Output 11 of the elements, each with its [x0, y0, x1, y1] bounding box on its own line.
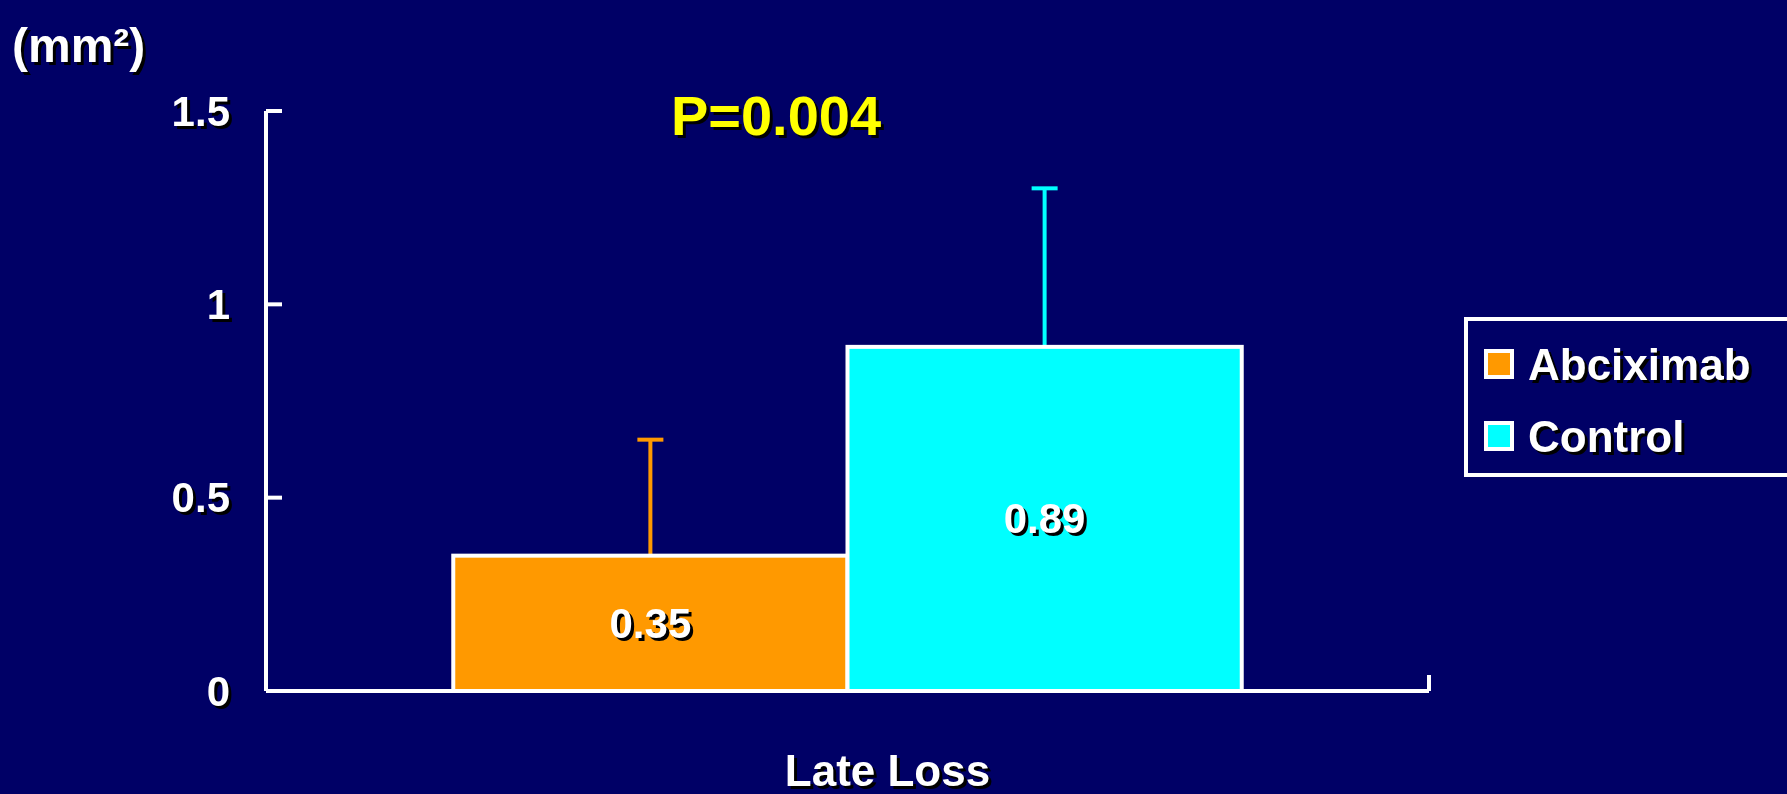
y-tick-label: 0: [209, 670, 233, 718]
y-axis-title: (mm²): [15, 21, 149, 75]
y-tick-label: 1.5: [174, 90, 233, 138]
legend-label: Abciximab: [1528, 339, 1751, 389]
y-tick-label: 1: [209, 283, 233, 331]
annotation: P=0.004: [673, 86, 885, 150]
y-tick-label: 0.5: [174, 477, 233, 525]
data-label: 0.35: [609, 599, 692, 647]
x-tick-label: Late Loss: [787, 748, 994, 794]
data-label: 0.89: [1003, 495, 1086, 543]
legend-label: Control: [1528, 411, 1685, 461]
